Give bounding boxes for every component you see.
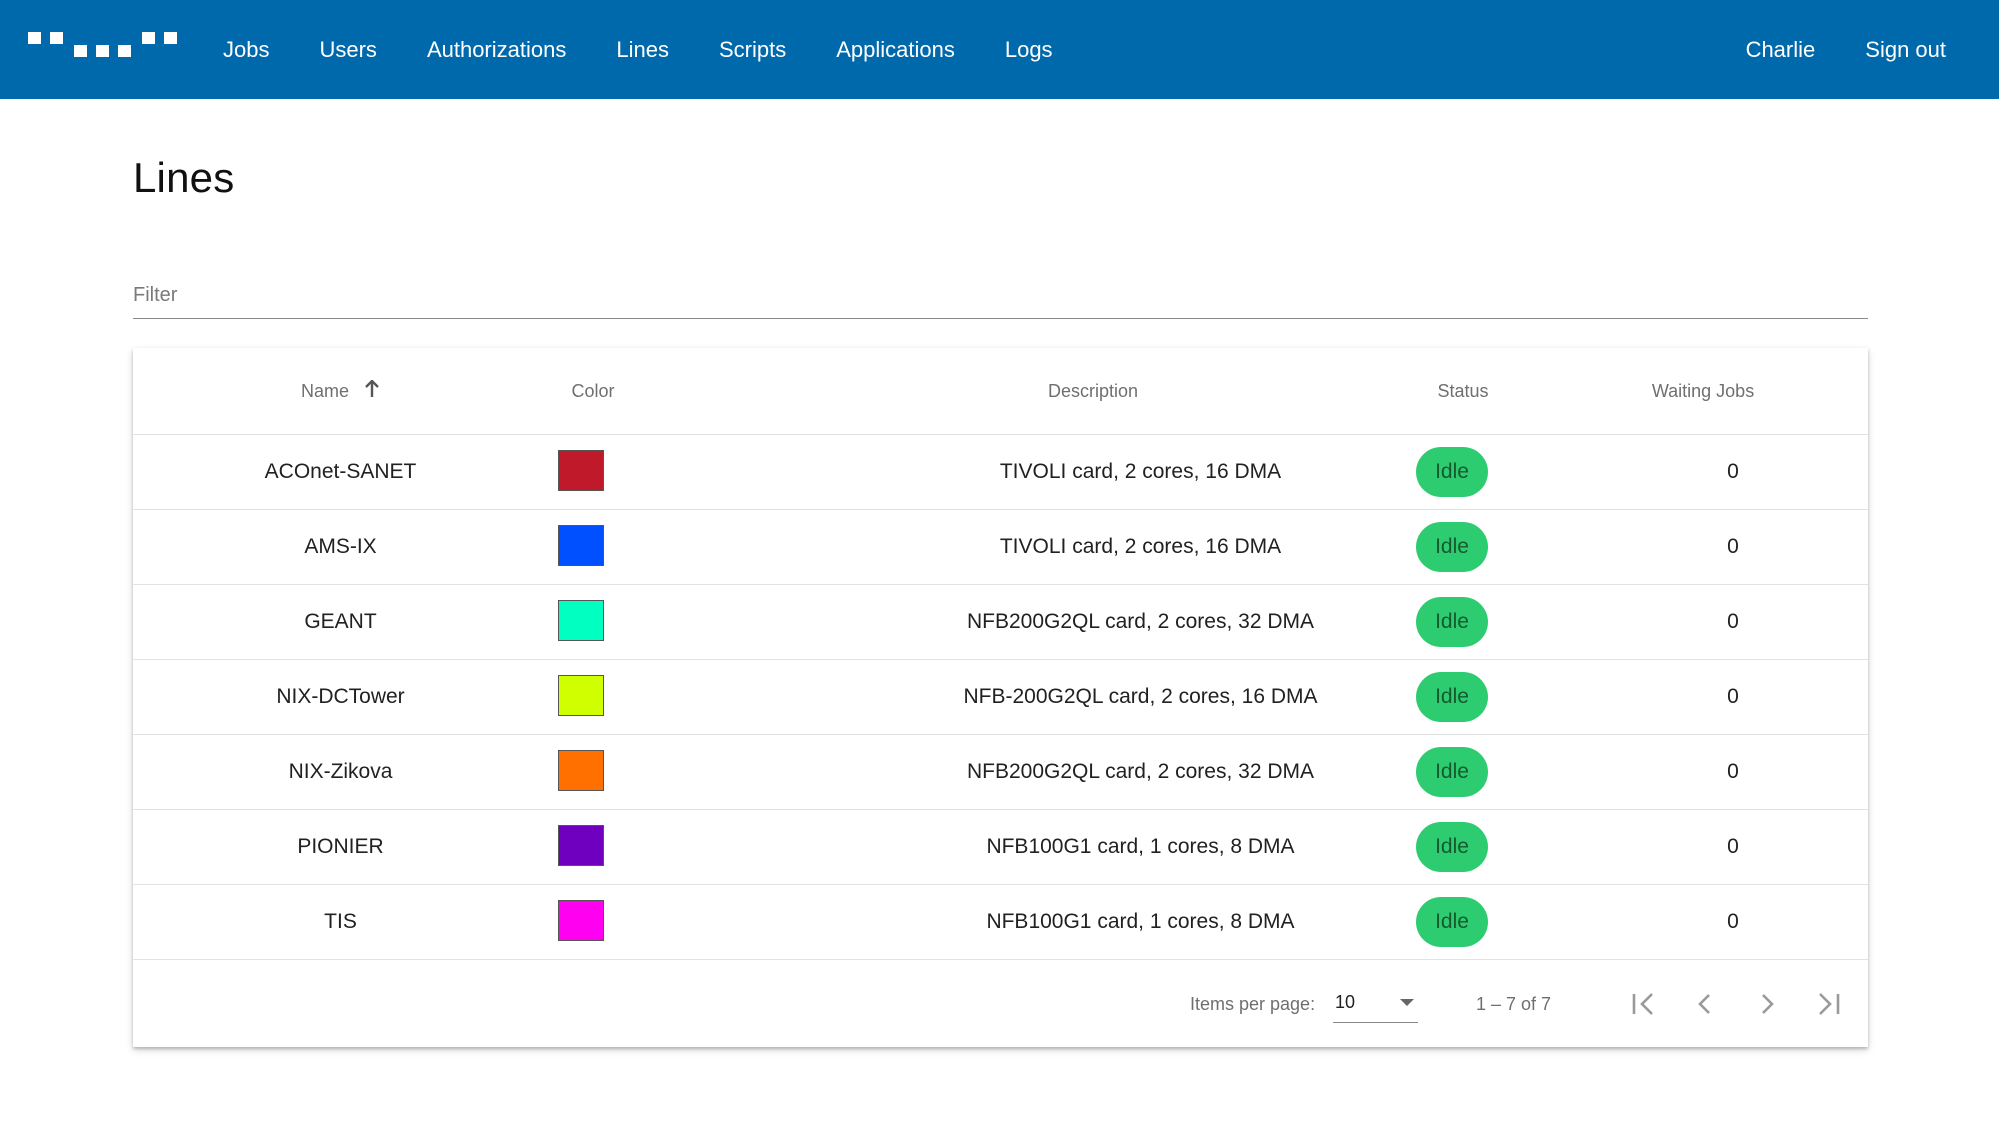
status-cell: Idle [1416,810,1488,884]
color-swatch [558,900,604,941]
line-description: NFB200G2QL card, 2 cores, 32 DMA [966,760,1315,783]
status-badge: Idle [1416,897,1488,947]
top-navbar: Jobs Users Authorizations Lines Scripts … [0,0,1999,99]
paginator: Items per page: 10 1 – 7 of 7 [133,964,1868,1047]
line-name: NIX-DCTower [276,685,405,708]
line-name: PIONIER [297,835,384,858]
line-name: ACOnet-SANET [264,460,417,483]
status-cell: Idle [1416,510,1488,584]
last-page-icon [1819,993,1840,1015]
status-badge: Idle [1416,822,1488,872]
user-nav: Charlie Sign out [1721,0,1971,99]
status-badge: Idle [1416,747,1488,797]
last-page-button[interactable] [1809,984,1849,1024]
waiting-jobs: 0 [1727,835,1739,858]
line-color [558,660,606,734]
table-header: Name Color Description Status Waiting Jo… [133,348,1868,435]
chevron-right-icon [1762,994,1774,1014]
next-page-button[interactable] [1747,984,1787,1024]
line-description: NFB100G1 card, 1 cores, 8 DMA [986,910,1295,933]
header-name-label: Name [300,381,349,401]
header-description: Description [1047,381,1139,401]
waiting-jobs: 0 [1727,610,1739,633]
sign-out-link[interactable]: Sign out [1865,37,1946,62]
nav-logs[interactable]: Logs [1004,37,1053,62]
color-swatch [558,450,604,491]
first-page-button[interactable] [1623,984,1663,1024]
line-color [558,510,606,584]
items-per-page-label: Items per page: [1190,994,1316,1014]
nav-applications[interactable]: Applications [836,37,955,62]
table-row[interactable]: TIS NFB100G1 card, 1 cores, 8 DMA Idle 0 [133,885,1868,960]
nav-lines[interactable]: Lines [616,37,669,62]
line-name: NIX-Zikova [288,760,393,783]
line-description: TIVOLI card, 2 cores, 16 DMA [999,535,1282,558]
page-title: Lines [133,154,235,201]
table-row[interactable]: PIONIER NFB100G1 card, 1 cores, 8 DMA Id… [133,810,1868,885]
line-description: TIVOLI card, 2 cores, 16 DMA [999,460,1282,483]
logo[interactable] [28,28,180,62]
status-badge: Idle [1416,522,1488,572]
header-color: Color [571,381,615,401]
filter-field [133,278,1868,319]
items-per-page-select[interactable]: 10 [1333,986,1418,1023]
status-badge: Idle [1416,447,1488,497]
status-cell: Idle [1416,735,1488,809]
color-swatch [558,600,604,641]
previous-page-button[interactable] [1685,984,1725,1024]
color-swatch [558,525,604,566]
chevron-down-icon [1400,999,1414,1006]
table-row[interactable]: NIX-DCTower NFB-200G2QL card, 2 cores, 1… [133,660,1868,735]
status-cell: Idle [1416,885,1488,959]
waiting-jobs: 0 [1727,910,1739,933]
line-color [558,810,606,884]
color-swatch [558,750,604,791]
line-name: AMS-IX [304,535,377,558]
line-description: NFB100G1 card, 1 cores, 8 DMA [986,835,1295,858]
line-name: TIS [324,910,357,933]
main-nav: Jobs Users Authorizations Lines Scripts … [198,0,1078,99]
user-name-link[interactable]: Charlie [1745,37,1816,62]
waiting-jobs: 0 [1727,460,1739,483]
line-color [558,585,606,659]
waiting-jobs: 0 [1727,535,1739,558]
nav-scripts[interactable]: Scripts [718,37,787,62]
chevron-left-icon [1698,994,1710,1014]
color-swatch [558,675,604,716]
line-color [558,435,606,509]
items-per-page-value: 10 [1335,992,1356,1012]
header-status: Status [1437,381,1489,401]
header-waiting-jobs: Waiting Jobs [1651,381,1755,401]
nav-jobs[interactable]: Jobs [223,37,270,62]
first-page-icon [1632,993,1653,1015]
status-badge: Idle [1416,672,1488,722]
line-description: NFB200G2QL card, 2 cores, 32 DMA [966,610,1315,633]
line-name: GEANT [304,610,377,633]
sort-ascending-icon [364,349,380,435]
filter-input[interactable] [133,278,1868,312]
status-badge: Idle [1416,597,1488,647]
status-cell: Idle [1416,660,1488,734]
table-row[interactable]: ACOnet-SANET TIVOLI card, 2 cores, 16 DM… [133,435,1868,510]
status-cell: Idle [1416,435,1488,509]
header-name[interactable]: Name [133,348,548,434]
waiting-jobs: 0 [1727,760,1739,783]
color-swatch [558,825,604,866]
nav-users[interactable]: Users [319,37,377,62]
line-description: NFB-200G2QL card, 2 cores, 16 DMA [963,685,1318,708]
table-row[interactable]: NIX-Zikova NFB200G2QL card, 2 cores, 32 … [133,735,1868,810]
line-color [558,735,606,809]
nav-authorizations[interactable]: Authorizations [426,37,567,62]
table-row[interactable]: GEANT NFB200G2QL card, 2 cores, 32 DMA I… [133,585,1868,660]
status-cell: Idle [1416,585,1488,659]
lines-table: Name Color Description Status Waiting Jo… [133,348,1868,1047]
line-color [558,885,606,959]
page-range-label: 1 – 7 of 7 [1476,994,1552,1014]
table-row[interactable]: AMS-IX TIVOLI card, 2 cores, 16 DMA Idle… [133,510,1868,585]
waiting-jobs: 0 [1727,685,1739,708]
